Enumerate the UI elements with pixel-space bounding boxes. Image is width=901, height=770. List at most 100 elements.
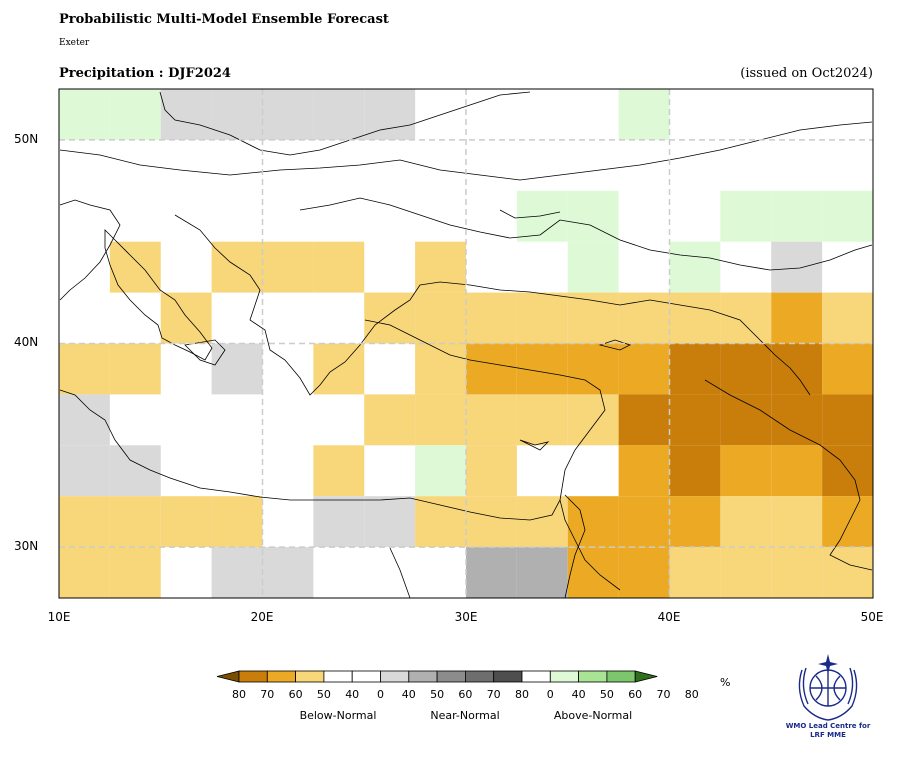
lon-label-10e: 10E	[47, 610, 71, 624]
probability-cell	[160, 496, 212, 548]
probability-cell	[364, 394, 416, 446]
probability-cell	[720, 445, 772, 497]
wmo-logo-icon	[798, 654, 858, 721]
coastlines	[59, 91, 873, 599]
probability-cell	[720, 547, 772, 598]
probability-cell	[262, 241, 314, 293]
colorbar-extend-high	[634, 670, 658, 683]
colorbar-tick-label: 70	[486, 688, 501, 701]
probability-cell	[211, 241, 263, 293]
probability-cell	[669, 496, 721, 548]
colorbar-tick-label: 40	[571, 688, 586, 701]
probability-cell	[516, 496, 568, 548]
probability-cell	[59, 394, 110, 446]
probability-cell	[211, 343, 263, 395]
colorbar-boxes	[216, 670, 658, 683]
colorbar-tick-label: 0	[377, 688, 384, 701]
wmo-logo-caption: WMO Lead Centre for LRF MME	[770, 722, 886, 740]
lon-label-20e: 20E	[250, 610, 274, 624]
probability-cell	[618, 547, 670, 598]
issued-date: (issued on Oct2024)	[740, 66, 873, 81]
probability-cell	[109, 343, 161, 395]
probability-cell	[516, 394, 568, 446]
probability-cells	[59, 89, 873, 598]
probability-cell	[771, 394, 823, 446]
probability-cell	[771, 547, 823, 598]
colorbar-tick-label: 80	[515, 688, 529, 701]
colorbar-box	[464, 670, 495, 683]
category-below-normal: Below-Normal	[299, 709, 377, 722]
probability-cell	[59, 343, 110, 395]
probability-cell	[364, 496, 416, 548]
probability-cell	[771, 343, 823, 395]
probability-cell	[109, 241, 161, 293]
colorbar-tick-label: 80	[684, 688, 699, 701]
probability-cell	[313, 343, 365, 395]
colorbar-tick-label: 50	[599, 688, 614, 701]
probability-cell	[720, 190, 772, 242]
colorbar-tick-label: 0	[546, 688, 554, 701]
probability-cell	[109, 547, 161, 598]
probability-cell	[211, 496, 263, 548]
colorbar-tick-label: 50	[316, 688, 331, 701]
probability-cell	[313, 496, 365, 548]
probability-cell	[466, 292, 517, 344]
probability-cell	[771, 445, 823, 497]
lon-label-40e: 40E	[657, 610, 681, 624]
colorbar-box	[578, 670, 608, 683]
colorbar-tick-label: 70	[260, 688, 275, 701]
probability-cell	[516, 292, 568, 344]
variable-title: Precipitation : DJF2024	[59, 66, 231, 81]
colorbar-box	[408, 670, 438, 683]
probability-cell	[669, 343, 721, 395]
probability-cell	[771, 190, 823, 242]
probability-cell	[313, 89, 365, 140]
colorbar-box	[521, 670, 551, 683]
colorbar-box	[295, 670, 325, 683]
probability-cell	[669, 241, 721, 293]
probability-cell	[262, 547, 314, 598]
probability-cell	[669, 292, 721, 344]
probability-cell	[567, 496, 619, 548]
probability-cell	[59, 445, 110, 497]
probability-cell	[567, 190, 619, 242]
probability-cell	[567, 292, 619, 344]
colorbar-tick-label: 50	[430, 688, 445, 701]
colorbar-tick-label: 60	[288, 688, 303, 701]
probability-cell	[720, 343, 772, 395]
lon-label-30e: 30E	[454, 610, 478, 624]
probability-cell	[313, 241, 365, 293]
probability-cell	[364, 89, 416, 140]
probability-cell	[415, 445, 466, 497]
map-title: Probabilistic Multi-Model Ensemble Forec…	[59, 12, 389, 27]
probability-cell	[59, 496, 110, 548]
probability-cell	[262, 89, 314, 140]
probability-cell	[466, 547, 517, 598]
lat-label-40n: 40N	[14, 335, 39, 349]
colorbar-tick-label: 80	[232, 688, 246, 701]
probability-cell	[618, 496, 670, 548]
probability-cell	[313, 445, 365, 497]
probability-cell	[771, 496, 823, 548]
category-near-normal: Near-Normal	[430, 709, 500, 722]
probability-cell	[59, 89, 110, 140]
colorbar-tick-label: 60	[628, 688, 643, 701]
logo-caption-line1: WMO Lead Centre for	[785, 722, 871, 730]
logo-caption-line2: LRF MME	[810, 731, 846, 739]
probability-cell	[669, 547, 721, 598]
colorbar-box	[266, 670, 296, 683]
probability-cell	[618, 89, 670, 140]
probability-cell	[364, 292, 416, 344]
probability-cell	[822, 394, 873, 446]
probability-cell	[669, 394, 721, 446]
map-frame	[58, 88, 874, 599]
probability-cell	[415, 496, 466, 548]
probability-cell	[567, 241, 619, 293]
category-above-normal: Above-Normal	[553, 709, 633, 722]
probability-cell	[466, 394, 517, 446]
colorbar-box	[549, 670, 579, 683]
probability-cell	[415, 292, 466, 344]
probability-cell	[567, 547, 619, 598]
